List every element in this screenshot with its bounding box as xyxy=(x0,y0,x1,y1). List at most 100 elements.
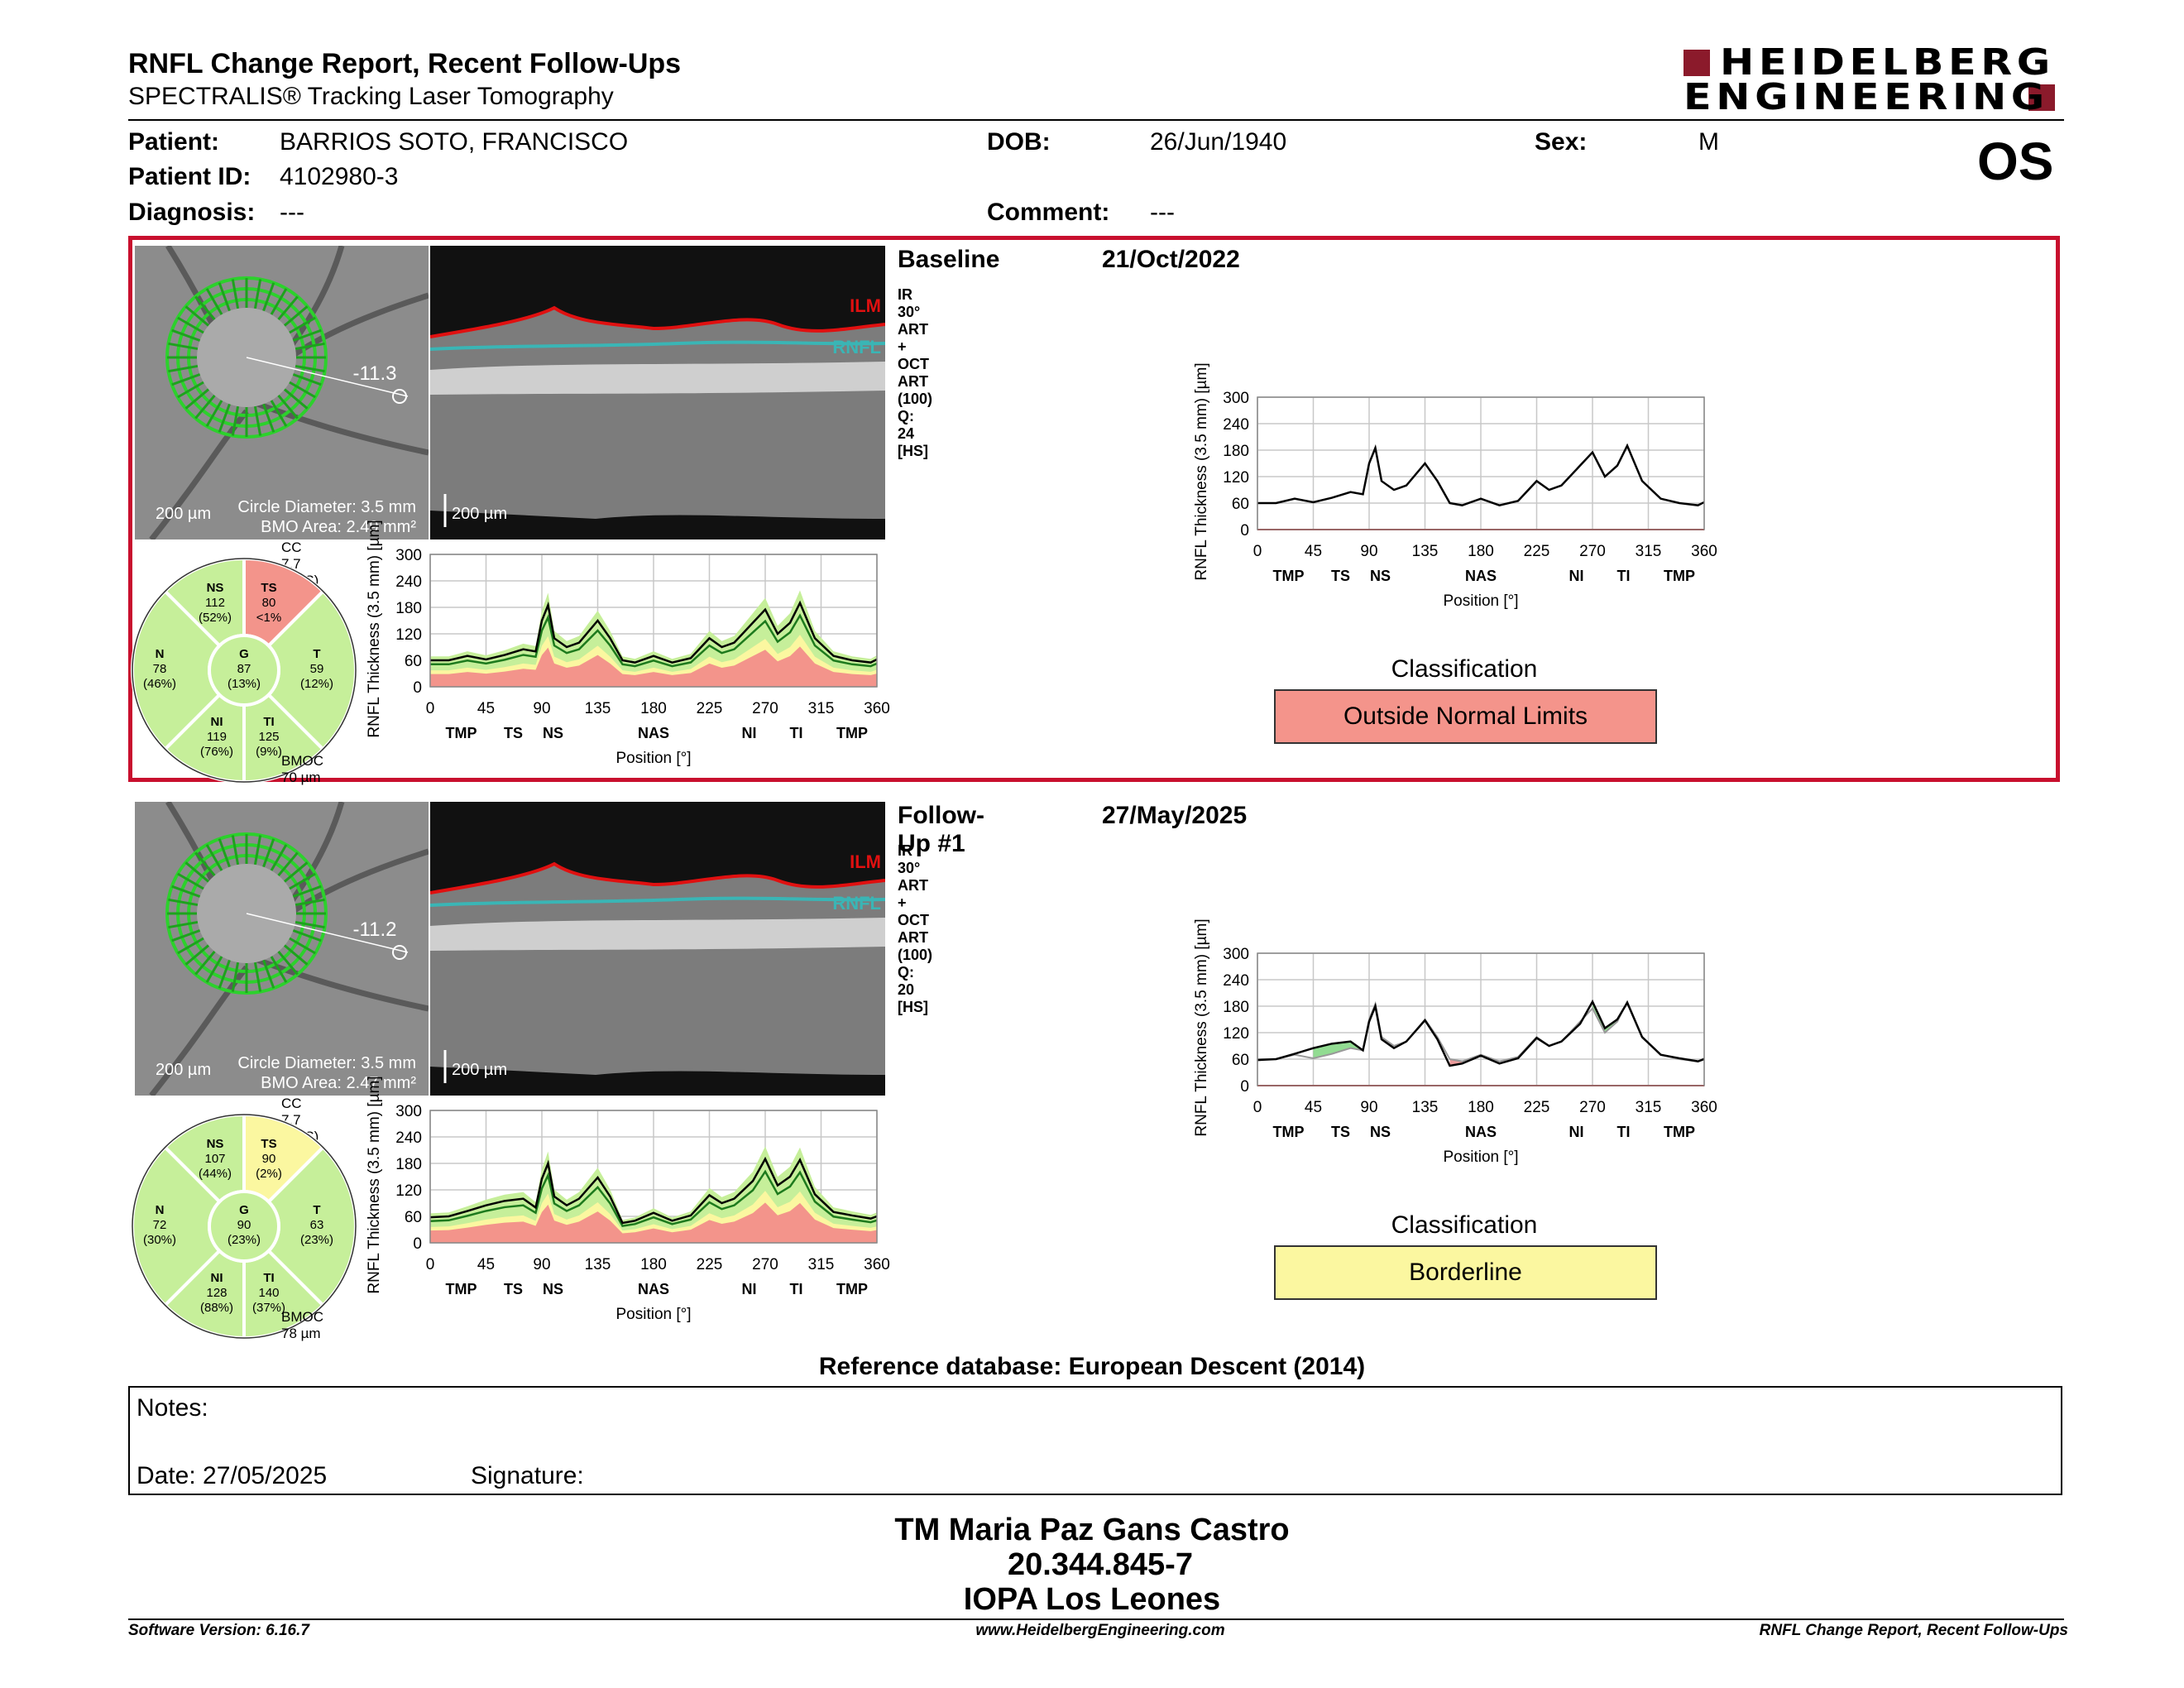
x-tick-label: 360 xyxy=(864,1256,890,1273)
oct-overlay: ILM RNFL 200 µm xyxy=(430,295,885,527)
x-tick-label: 90 xyxy=(1360,543,1377,560)
scan-tick xyxy=(184,861,210,883)
profile-plot-normative: 0 60 120 180 240 300 0 45 90 135 180 225 270 315 360 TM… xyxy=(366,1076,890,1323)
scan-tick xyxy=(253,405,262,436)
thickness-line xyxy=(1257,999,1705,1067)
sector-value: 125 xyxy=(258,730,279,744)
y-axis-label: RNFL Thickness (3.5 mm) [µm] xyxy=(366,520,383,737)
y-tick-label: 240 xyxy=(1223,416,1249,434)
scan-tick xyxy=(262,838,275,868)
y-tick-label: 0 xyxy=(413,1235,422,1253)
logo-line2: ENGINEERING xyxy=(1684,76,2049,118)
report-title: RNFL Change Report, Recent Follow-Ups xyxy=(128,48,682,79)
y-tick-label: 120 xyxy=(1223,469,1249,487)
x-tick-label: 225 xyxy=(697,1256,723,1273)
website-link[interactable]: www.HeidelbergEngineering.com xyxy=(975,1622,1225,1639)
sector-value: 128 xyxy=(206,1286,227,1300)
scan-tick xyxy=(289,381,316,399)
scan-tick xyxy=(277,851,299,877)
y-tick-label: 300 xyxy=(395,547,422,564)
x-tick-label: 0 xyxy=(426,700,435,717)
x-tick-label: 0 xyxy=(1253,1099,1262,1116)
y-tick-label: 120 xyxy=(395,1182,422,1200)
scan-tick xyxy=(177,872,204,890)
x-tick-label: 270 xyxy=(1579,543,1606,560)
thickness-line xyxy=(429,1156,878,1225)
scan-tick xyxy=(194,950,216,976)
y-tick-label: 240 xyxy=(1223,972,1249,990)
region-label: NI xyxy=(742,1281,757,1297)
fovea-line xyxy=(246,357,409,397)
region-label: NAS xyxy=(638,725,669,741)
y-tick-label: 300 xyxy=(1223,946,1249,963)
x-tick-label: 360 xyxy=(1691,543,1717,560)
fovea-marker-icon xyxy=(392,389,407,404)
scan-tick xyxy=(289,316,316,334)
rpe-layer xyxy=(430,362,885,395)
scan-tick xyxy=(231,279,240,309)
classification-result: Borderline xyxy=(1274,1245,1657,1300)
scan-tick xyxy=(277,295,299,321)
sector-name: G xyxy=(239,1203,249,1217)
x-tick-label: 180 xyxy=(640,700,667,717)
scan-tick xyxy=(295,898,325,907)
x-tick-label: 90 xyxy=(533,1256,550,1273)
y-tick-label: 60 xyxy=(1232,1052,1249,1069)
y-tick-label: 180 xyxy=(395,600,422,617)
x-tick-label: 45 xyxy=(1305,543,1322,560)
rnfl-boundary xyxy=(430,340,885,351)
region-label: TMP xyxy=(446,1281,477,1297)
scan-tick xyxy=(283,861,309,883)
scan-tick xyxy=(270,956,288,983)
plot-frame xyxy=(429,1110,878,1244)
region-label: NS xyxy=(1370,568,1391,584)
sector-value: 72 xyxy=(153,1218,167,1232)
scan-tick xyxy=(289,937,316,955)
x-axis-label: Position [°] xyxy=(1443,1149,1518,1166)
scan-tick xyxy=(283,944,309,966)
fovea-angle: -11.2 xyxy=(353,918,397,941)
sector-value: 59 xyxy=(310,662,324,676)
scan-settings: IR 30° ART + OCT ART (100) Q: 20 [HS] xyxy=(898,842,933,1015)
change-area xyxy=(1449,1059,1463,1066)
scan-tick xyxy=(218,403,231,433)
plot-frame xyxy=(1257,396,1705,530)
scan-tick xyxy=(177,937,204,955)
scan-tick xyxy=(253,279,262,309)
region-label: TMP xyxy=(1664,1124,1695,1140)
profile-plot-normative: 0 60 120 180 240 300 0 45 90 135 180 225 270 315 360 TM… xyxy=(366,520,890,767)
change-area xyxy=(1332,1041,1351,1054)
sector-value: 107 xyxy=(204,1152,225,1166)
scan-tick xyxy=(194,851,216,877)
scan-tick xyxy=(218,838,231,868)
scan-tick xyxy=(253,961,262,992)
classification-label: Classification xyxy=(1391,1211,1538,1239)
scan-tick xyxy=(231,405,240,436)
visit-date: 27/May/2025 xyxy=(1102,802,1248,829)
scan-tick xyxy=(262,282,275,312)
region-label: NAS xyxy=(1465,1124,1497,1140)
sector-name: N xyxy=(156,1203,165,1217)
patient-id: 4102980-3 xyxy=(280,163,399,190)
logo-square-icon xyxy=(2028,84,2055,111)
notes-label: Notes: xyxy=(136,1394,208,1422)
sector-name: NI xyxy=(211,715,223,729)
scan-tick xyxy=(184,305,210,327)
x-tick-label: 0 xyxy=(426,1256,435,1273)
sector-percentile: (23%) xyxy=(228,1233,261,1247)
x-tick-label: 270 xyxy=(752,700,778,717)
sector-name: NI xyxy=(211,1271,223,1285)
sector-percentile: (2%) xyxy=(256,1167,282,1181)
scan-tick xyxy=(194,295,216,321)
scan-tick xyxy=(168,364,199,373)
sector-name: NS xyxy=(207,1137,224,1151)
sector-name: T xyxy=(313,1203,320,1217)
y-tick-label: 120 xyxy=(1223,1025,1249,1043)
circle-diameter: Circle Diameter: 3.5 mm xyxy=(237,1054,416,1072)
notes-box[interactable]: Notes: Date: 27/05/2025 Signature: xyxy=(128,1386,2062,1495)
x-tick-label: 45 xyxy=(1305,1099,1322,1116)
oct-scale-label: 200 µm xyxy=(452,1061,507,1079)
scan-tick xyxy=(292,328,322,342)
signer-institution: IOPA Los Leones xyxy=(963,1582,1221,1617)
y-tick-label: 60 xyxy=(405,653,422,670)
